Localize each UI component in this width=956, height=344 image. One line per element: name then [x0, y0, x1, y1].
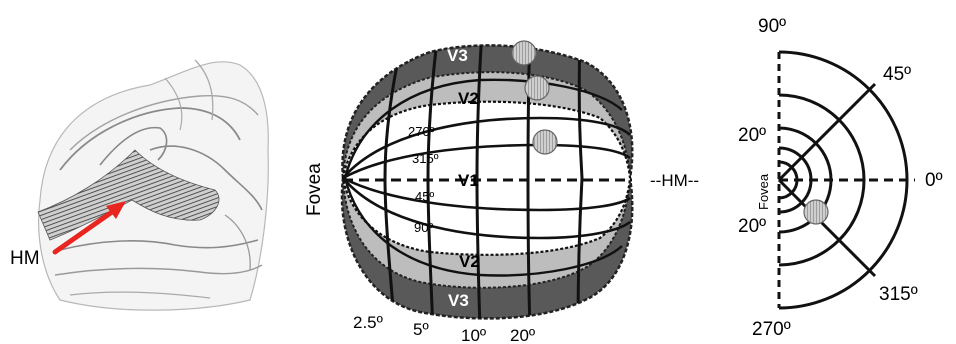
- polar-label-315: 315º: [879, 284, 918, 305]
- marker-v1: [532, 129, 558, 155]
- iso-polar-lines: [342, 78, 632, 277]
- angle-label-90: 90º: [414, 220, 433, 235]
- visual-field-polar-plot: 90º 45º 0º 315º 270º 20º 20º Fovea: [738, 16, 943, 340]
- polar-ecc-label-lower: 20º: [738, 216, 766, 237]
- polar-ring-4: [778, 93, 866, 267]
- angle-label-315: 315º: [412, 151, 439, 166]
- label-v2-bottom: V2: [459, 252, 480, 271]
- polar-label-45: 45º: [883, 64, 911, 85]
- angle-label-45: 45º: [415, 189, 434, 204]
- polar-fovea-label: Fovea: [756, 173, 771, 210]
- cortical-flatmap: V3 V2 V1 V2 V3 270º 315º 45º 90º Fovea 2…: [304, 40, 634, 344]
- label-v2-top: V2: [458, 89, 479, 108]
- brain-illustration: HM: [10, 59, 269, 311]
- marker-v3: [511, 40, 537, 66]
- label-v3-bottom: V3: [448, 291, 469, 310]
- polar-marker: [803, 199, 829, 225]
- polar-label-270: 270º: [752, 319, 791, 340]
- angle-label-270: 270º: [408, 124, 435, 139]
- ecc-label-10: 10º: [461, 326, 486, 344]
- polar-diagonal-315: [777, 178, 877, 278]
- ecc-label-2-5: 2.5º: [353, 313, 383, 332]
- marker-v2: [524, 75, 550, 101]
- flatmap-markers: [511, 40, 558, 155]
- polar-label-0: 0º: [925, 170, 943, 191]
- label-v1: V1: [458, 171, 479, 190]
- hm-arrow: [52, 201, 126, 255]
- label-v3-top: V3: [447, 46, 468, 65]
- flatmap-fovea-label: Fovea: [304, 163, 325, 216]
- polar-diagonal-45: [777, 82, 877, 182]
- ecc-label-20: 20º: [510, 326, 535, 344]
- iso-eccentricity-lines: [383, 45, 584, 319]
- polar-label-90: 90º: [758, 16, 786, 37]
- polar-ecc-label-upper: 20º: [738, 125, 766, 146]
- ecc-label-5: 5º: [413, 320, 429, 339]
- hm-connector-label: --HM--: [650, 171, 699, 190]
- hm-label: HM: [10, 248, 40, 269]
